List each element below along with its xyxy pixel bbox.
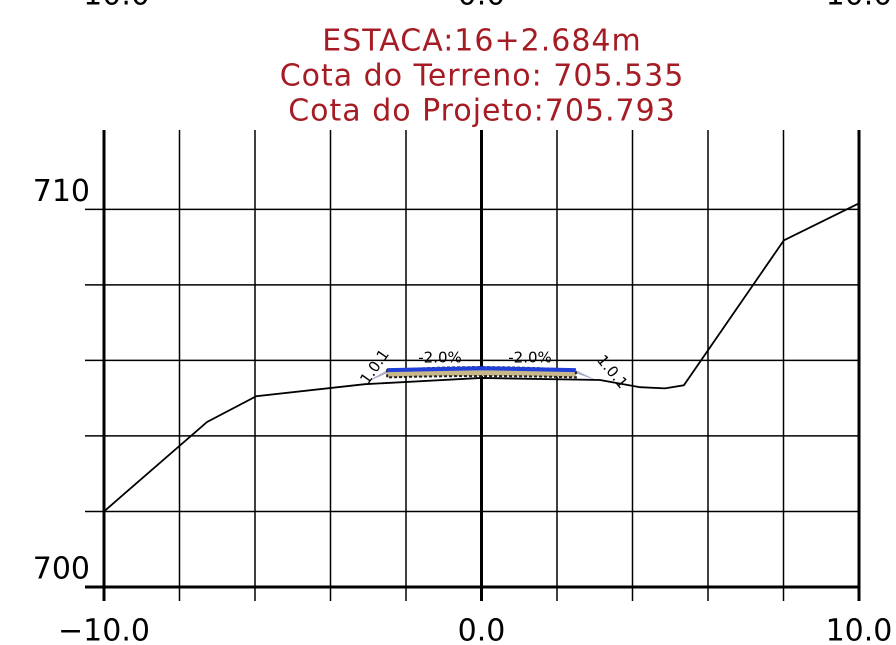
annotation: -2.0% [418, 349, 462, 367]
annotation: -2.0% [508, 349, 552, 367]
subtitle: Cota do Terreno: 705.535 [280, 59, 685, 94]
x-tick-label: −10.0 [58, 0, 150, 13]
chart-title: ESTACA:16+2.684m [322, 24, 641, 59]
slope-fill [364, 370, 388, 384]
y-tick-label: 700 [33, 552, 90, 587]
annotation: 1.0.1 [356, 346, 393, 388]
x-tick-label: 10.0 [826, 0, 893, 13]
x-tick-label: 0.0 [458, 0, 506, 13]
x-tick-label: −10.0 [58, 614, 150, 645]
line [387, 366, 576, 373]
x-tick-label: 10.0 [826, 614, 893, 645]
annotation: 1.0.1 [593, 351, 631, 392]
slope-fill [575, 370, 599, 382]
x-tick-label: 0.0 [458, 614, 506, 645]
subtitle: Cota do Projeto:705.793 [288, 94, 676, 129]
y-tick-label: 710 [33, 174, 90, 209]
line [103, 202, 860, 513]
